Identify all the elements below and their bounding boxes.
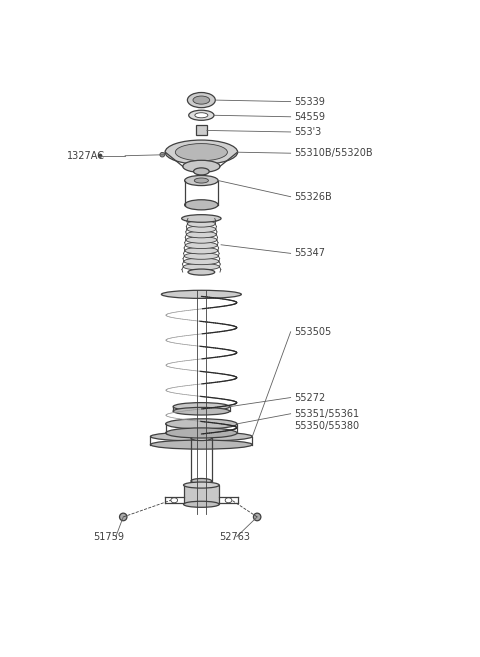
Ellipse shape [183,160,220,172]
Text: 55310B/55320B: 55310B/55320B [294,148,373,158]
Ellipse shape [253,513,261,521]
Text: 55272: 55272 [294,392,325,403]
Ellipse shape [188,221,215,227]
Ellipse shape [185,247,218,254]
Text: 55350/55380: 55350/55380 [294,421,360,431]
Ellipse shape [166,428,237,438]
Text: 55347: 55347 [294,248,325,258]
Ellipse shape [187,93,216,108]
Ellipse shape [165,140,238,164]
Bar [196,125,207,135]
Text: 55326B: 55326B [294,192,332,202]
Ellipse shape [185,175,218,185]
Ellipse shape [191,436,212,441]
Ellipse shape [194,178,208,183]
Text: 553505: 553505 [294,327,332,337]
Ellipse shape [187,226,216,233]
Text: 55351/55361: 55351/55361 [294,409,360,419]
Ellipse shape [184,258,219,265]
Text: 553'3: 553'3 [294,127,322,137]
Ellipse shape [160,152,165,157]
Ellipse shape [193,168,209,175]
Ellipse shape [166,419,237,429]
Ellipse shape [188,269,215,275]
Ellipse shape [150,432,252,441]
Text: 54559: 54559 [294,112,325,122]
Ellipse shape [181,215,221,222]
Ellipse shape [183,482,219,488]
Ellipse shape [183,263,219,270]
Ellipse shape [173,403,229,411]
Ellipse shape [183,501,219,507]
Ellipse shape [186,237,217,243]
Bar [183,485,219,505]
Ellipse shape [175,144,228,161]
Text: 51759: 51759 [93,532,124,541]
Ellipse shape [185,200,218,210]
Text: 1327AC: 1327AC [67,150,106,161]
Ellipse shape [150,440,252,449]
Ellipse shape [195,113,208,118]
Ellipse shape [120,513,127,521]
Text: 55339: 55339 [294,97,325,106]
Ellipse shape [188,215,215,222]
Ellipse shape [193,96,210,104]
Ellipse shape [171,498,178,503]
Ellipse shape [186,231,216,238]
Ellipse shape [185,242,217,248]
Ellipse shape [191,478,212,484]
Ellipse shape [225,498,232,503]
Ellipse shape [184,253,218,260]
Text: 52763: 52763 [219,532,251,541]
Ellipse shape [98,154,102,158]
Ellipse shape [161,290,241,298]
Ellipse shape [189,110,214,120]
Ellipse shape [173,407,229,415]
